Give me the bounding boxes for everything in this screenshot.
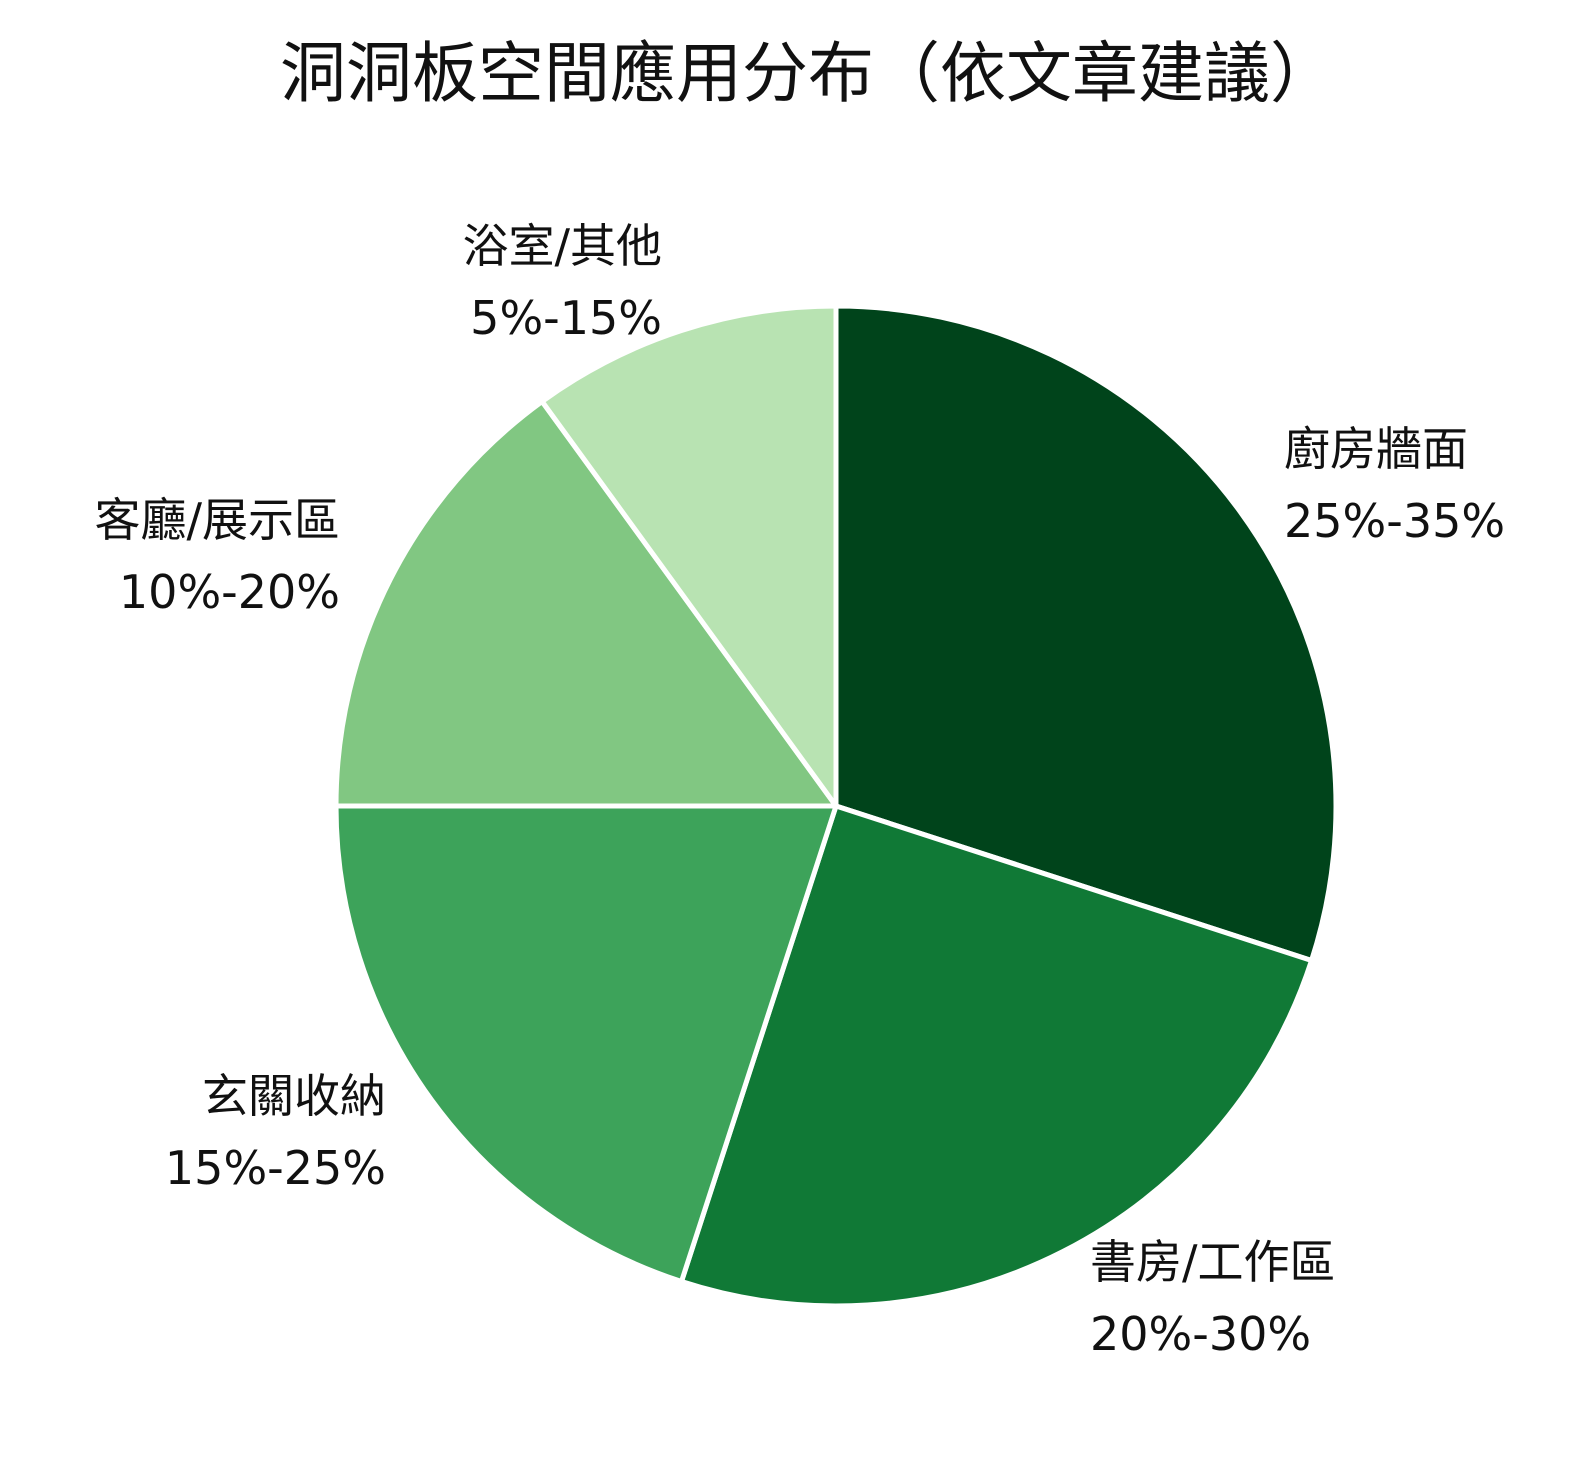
pie-slice-3 bbox=[333, 803, 839, 1285]
slice-range-3: 15%-25% bbox=[165, 1141, 386, 1195]
pie-slice-5 bbox=[539, 303, 839, 809]
slice-range-1: 25%-35% bbox=[1284, 494, 1505, 548]
slice-labels: 廚房牆面 25%-35% 書房/工作區 20%-30% 玄關收納 15%-25% 客廳/展示… bbox=[95, 219, 1506, 1361]
slice-label-2: 書房/工作區 bbox=[1090, 1235, 1336, 1289]
slice-range-4: 10%-20% bbox=[119, 565, 340, 619]
pie-slice-2 bbox=[678, 803, 1315, 1309]
pie-slice-4 bbox=[333, 398, 839, 809]
chart-title: 洞洞板空間應用分布（依文章建議） bbox=[280, 35, 1336, 112]
slice-label-4: 客廳/展示區 bbox=[95, 493, 341, 547]
pie-slices bbox=[333, 303, 1339, 1309]
slice-range-2: 20%-30% bbox=[1090, 1307, 1311, 1361]
slice-label-3: 玄關收納 bbox=[202, 1069, 386, 1123]
slice-range-5: 5%-15% bbox=[470, 291, 662, 345]
slice-label-5: 浴室/其他 bbox=[463, 219, 663, 273]
slice-label-1: 廚房牆面 bbox=[1284, 422, 1468, 476]
pie-slice-1 bbox=[833, 303, 1339, 964]
